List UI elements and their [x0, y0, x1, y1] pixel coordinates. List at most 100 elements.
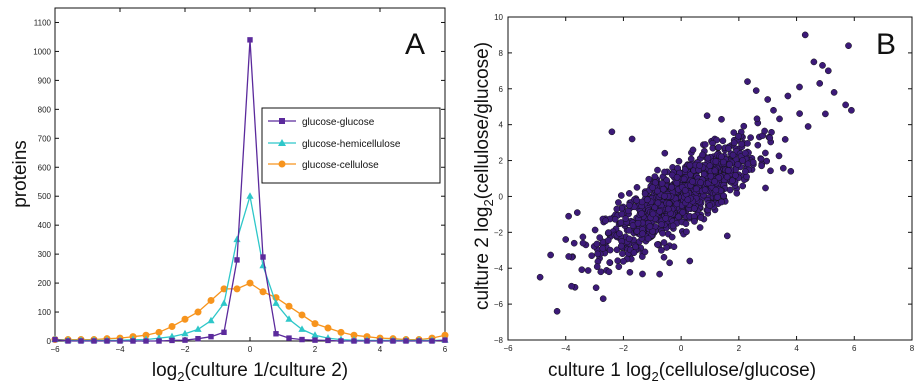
data-point-glucose-hemicellulose: [194, 325, 202, 332]
scatter-point: [848, 106, 855, 114]
scatter-point: [573, 209, 581, 216]
chart-b-y-tick-label: 4: [499, 121, 504, 130]
scatter-point: [634, 219, 642, 227]
series-glucose-hemicellulose: [51, 192, 449, 343]
chart-a-x-tick-label: −2: [180, 345, 190, 354]
legend-marker-glucose-cellulose: [278, 160, 286, 168]
scatter-point: [725, 145, 732, 152]
scatter-point: [658, 180, 666, 187]
scatter-point: [617, 242, 625, 250]
chart-b-y-tick-label: 10: [494, 13, 503, 22]
scatter-point: [762, 149, 769, 157]
scatter-point: [641, 248, 649, 256]
data-point-glucose-hemicellulose: [181, 329, 189, 337]
chart-b-x-tick-label: −2: [619, 344, 629, 353]
data-point-glucose-hemicellulose: [259, 261, 267, 269]
scatter-point: [689, 146, 697, 154]
data-point-glucose-cellulose: [155, 328, 163, 336]
scatter-point: [622, 215, 629, 222]
data-point-glucose-glucose: [273, 331, 279, 337]
scatter-point: [668, 233, 676, 241]
scatter-point: [675, 213, 682, 221]
scatter-point: [670, 243, 678, 251]
scatter-point: [616, 230, 623, 237]
scatter-point: [625, 190, 633, 197]
scatter-point: [796, 110, 803, 117]
scatter-point: [570, 239, 578, 247]
series-line-glucose-hemicellulose: [54, 196, 446, 342]
chart-a-x-tick-label: 0: [248, 345, 253, 354]
data-point-glucose-glucose: [312, 337, 318, 343]
chart-a-y-tick-label: 600: [38, 163, 52, 172]
data-point-glucose-glucose: [182, 337, 188, 343]
chart-a-y-tick-label: 900: [38, 76, 52, 85]
scatter-point: [625, 207, 632, 215]
scatter-point: [723, 173, 731, 181]
chart-a-y-tick-label: 500: [38, 192, 52, 201]
scatter-point: [680, 175, 688, 183]
scatter-point: [656, 270, 663, 278]
scatter-point: [779, 164, 787, 172]
chart-b-y-tick-label: −2: [494, 228, 504, 237]
scatter-point: [763, 157, 771, 165]
scatter-point: [594, 250, 601, 258]
scatter-point: [626, 268, 634, 276]
scatter-point: [536, 273, 544, 281]
scatter-point: [822, 110, 829, 118]
data-point-glucose-glucose: [247, 37, 253, 43]
data-point-glucose-glucose: [325, 337, 331, 344]
chart-a-y-tick-label: 1000: [33, 47, 51, 56]
scatter-point: [744, 140, 751, 147]
scatter-point: [681, 187, 689, 194]
scatter-point: [704, 154, 712, 162]
scatter-point: [562, 236, 570, 243]
chart-a-legend: glucose-glucose glucose-hemicellulose gl…: [261, 107, 441, 184]
scatter-point: [729, 177, 736, 185]
scatter-point: [553, 307, 561, 315]
data-point-glucose-hemicellulose: [285, 315, 293, 322]
scatter-point: [764, 96, 772, 103]
scatter-point: [606, 246, 614, 254]
scatter-point: [730, 139, 738, 147]
scatter-point: [732, 172, 739, 179]
scatter-point: [661, 192, 668, 200]
scatter-point: [597, 268, 605, 276]
data-point-glucose-glucose: [156, 338, 162, 344]
scatter-point: [762, 184, 769, 192]
scatter-point: [784, 92, 792, 100]
chart-b-x-axis-label: culture 1 log2(cellulose/glucose): [548, 360, 816, 381]
data-point-glucose-glucose: [377, 338, 383, 344]
chart-b-y-axis-label-rest: (cellulose/glucose): [472, 42, 493, 199]
scatter-point: [712, 186, 720, 194]
data-point-glucose-cellulose: [220, 285, 228, 293]
scatter-point: [626, 201, 633, 209]
scatter-point: [679, 209, 687, 216]
chart-b-plot-frame: [507, 16, 913, 341]
data-point-glucose-cellulose: [337, 328, 345, 336]
scatter-point: [608, 128, 616, 136]
scatter-point: [720, 192, 727, 200]
scatter-point: [565, 253, 573, 260]
scatter-point: [796, 83, 803, 91]
chart-b-x-tick-label: 8: [910, 344, 915, 353]
scatter-point: [651, 173, 659, 180]
scatter-point: [633, 184, 641, 191]
scatter-point: [646, 223, 654, 230]
scatter-point: [605, 268, 613, 276]
data-point-glucose-cellulose: [350, 331, 358, 339]
scatter-point: [633, 197, 641, 204]
data-point-glucose-glucose: [65, 338, 71, 344]
scatter-point: [706, 202, 714, 209]
data-point-glucose-glucose: [338, 338, 344, 344]
scatter-point: [596, 234, 604, 241]
scatter-point: [689, 178, 696, 185]
scatter-point: [845, 42, 852, 50]
scatter-point: [801, 31, 809, 39]
scatter-point: [707, 172, 715, 180]
data-point-glucose-cellulose: [207, 296, 215, 304]
scatter-point: [819, 62, 826, 69]
scatter-point: [735, 132, 742, 140]
scatter-point: [661, 149, 669, 157]
chart-b-y-tick-label: 0: [499, 192, 504, 201]
scatter-point: [752, 87, 760, 94]
